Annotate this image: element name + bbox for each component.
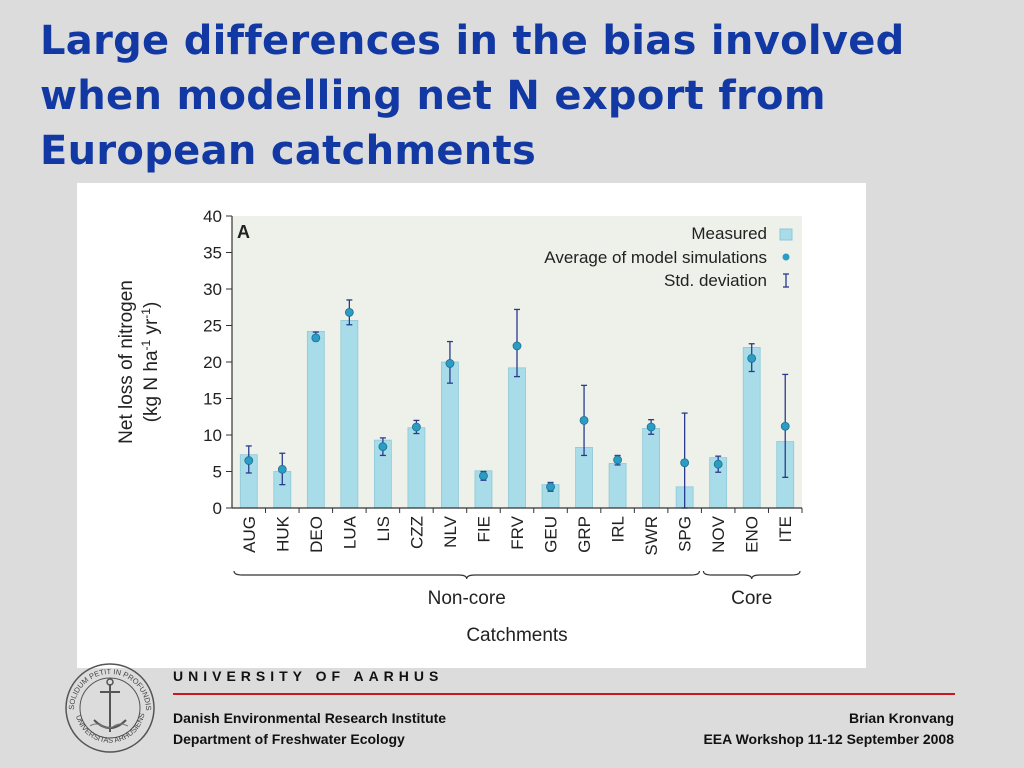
group-brace-core	[702, 570, 801, 580]
author-name: Brian Kronvang	[848, 710, 954, 726]
legend-marker-model-average	[782, 253, 790, 261]
panel-label: A	[237, 222, 250, 242]
x-tick-label-nlv: NLV	[441, 515, 460, 547]
bar-measured-nlv	[441, 361, 459, 509]
point-model-spg	[680, 458, 690, 468]
bar-measured-grp	[575, 447, 593, 509]
chart-panel: 0 5 10 15 20 25 30 35 40 AUG HUK DEO LUA LIS CZZ NLV FI…	[77, 183, 866, 668]
department-name: Department of Freshwater Ecology	[173, 731, 405, 747]
x-tick-label-deo: DEO	[307, 516, 326, 553]
x-tick-label-lis: LIS	[374, 516, 393, 542]
y-tick-label: 10	[203, 426, 222, 445]
y-tick-label: 15	[203, 390, 222, 409]
x-tick-label-lua: LUA	[340, 515, 359, 549]
x-tick-label-nov: NOV	[709, 515, 728, 553]
y-tick-label: 5	[213, 463, 222, 482]
legend-label-std-deviation: Std. deviation	[664, 271, 767, 290]
y-axis-label: Net loss of nitrogen	[116, 280, 137, 444]
event-name: EEA Workshop 11-12 September 2008	[703, 731, 954, 747]
bar-measured-frv	[508, 367, 526, 509]
x-axis-label: Catchments	[466, 625, 567, 646]
x-axis-tick-labels: AUG HUK DEO LUA LIS CZZ NLV FIE FRV GEU GRP IRL SWR S…	[240, 508, 803, 556]
point-model-lua	[344, 307, 354, 317]
point-model-aug	[244, 456, 254, 465]
point-model-grp	[579, 415, 589, 425]
x-tick-label-spg: SPG	[676, 516, 695, 552]
bar-measured-swr	[642, 428, 661, 509]
x-tick-label-ite: ITE	[776, 516, 795, 542]
x-tick-label-fie: FIE	[474, 516, 493, 542]
institute-name: Danish Environmental Research Institute	[173, 710, 447, 726]
group-label-non-core: Non-core	[428, 588, 506, 609]
x-tick-label-grp: GRP	[575, 516, 594, 553]
y-tick-label: 35	[203, 244, 222, 263]
point-model-irl	[613, 455, 622, 465]
y-tick-label: 25	[203, 317, 222, 336]
y-tick-label: 40	[203, 207, 222, 226]
y-tick-label: 30	[203, 280, 222, 299]
point-model-huk	[277, 464, 287, 474]
x-tick-label-aug: AUG	[240, 516, 259, 553]
point-model-deo	[311, 333, 321, 343]
y-tick-label: 0	[213, 499, 222, 518]
point-model-geu	[546, 482, 555, 492]
point-model-ite	[780, 421, 790, 431]
y-tick-label: 20	[203, 353, 222, 372]
slide-title: Large differences in the bias involved w…	[40, 18, 905, 174]
university-seal-logo: SOLIDUM PETIT IN PROFUNDIS UNIVERSITAS A…	[62, 660, 155, 753]
x-tick-label-irl: IRL	[609, 516, 628, 542]
point-model-lis	[378, 442, 388, 452]
bar-measured-czz	[407, 427, 426, 509]
point-model-swr	[646, 422, 656, 432]
point-model-czz	[412, 422, 421, 432]
point-model-nlv	[445, 359, 455, 368]
x-tick-label-eno: ENO	[743, 516, 762, 553]
point-model-eno	[747, 353, 757, 363]
university-name: UNIVERSITY OF AARHUS	[173, 668, 444, 684]
bar-measured-irl	[608, 463, 627, 509]
x-tick-label-frv: FRV	[508, 515, 527, 549]
nitrogen-bar-chart: 0 5 10 15 20 25 30 35 40 AUG HUK DEO LUA LIS CZZ NLV FI…	[116, 207, 803, 646]
point-model-frv	[512, 341, 522, 351]
bar-measured-lua	[340, 319, 359, 509]
legend-marker-std-deviation	[783, 273, 789, 288]
x-tick-label-czz: CZZ	[407, 516, 426, 549]
x-tick-label-swr: SWR	[642, 516, 661, 556]
legend-swatch-measured	[779, 228, 793, 241]
x-tick-label-geu: GEU	[542, 516, 561, 553]
point-model-fie	[479, 471, 488, 481]
category-groups: Non-core Core	[233, 570, 801, 609]
bar-measured-deo	[306, 330, 325, 509]
y-axis-ticks: 0 5 10 15 20 25 30 35 40	[203, 207, 232, 518]
point-model-nov	[713, 459, 723, 469]
points-model-average	[244, 307, 790, 492]
legend-label-measured: Measured	[691, 224, 767, 243]
legend-label-model-average: Average of model simulations	[544, 248, 767, 267]
legend: Measured Average of model simulations St…	[544, 224, 793, 290]
footer-divider	[173, 693, 955, 695]
group-brace-non-core	[233, 570, 701, 580]
group-label-core: Core	[731, 588, 772, 609]
x-tick-label-huk: HUK	[273, 515, 292, 552]
y-axis-unit: (kg N ha-1 yr-1)	[139, 302, 162, 423]
